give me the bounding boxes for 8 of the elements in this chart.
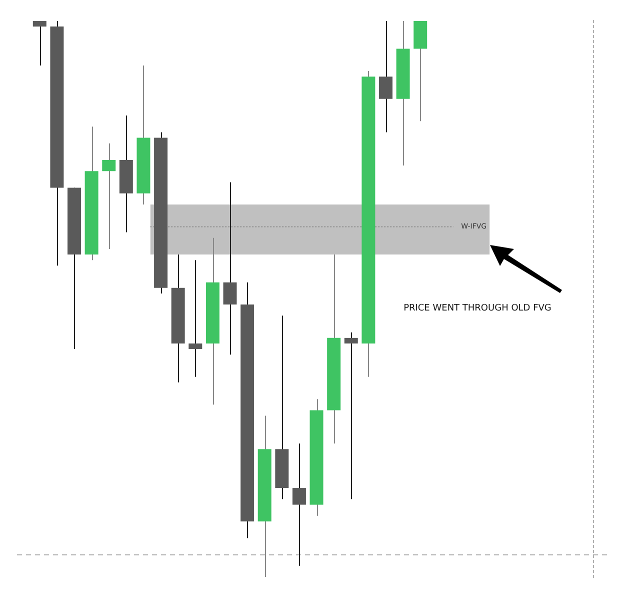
candlestick [188,260,202,378]
candlestick [344,332,358,500]
candlestick [102,142,116,250]
candlestick [32,20,46,66]
candlestick [223,182,237,356]
candlestick [378,20,392,133]
candlestick [292,443,306,566]
annotation: PRICE WENT THROUGH OLD FVG [404,303,552,314]
